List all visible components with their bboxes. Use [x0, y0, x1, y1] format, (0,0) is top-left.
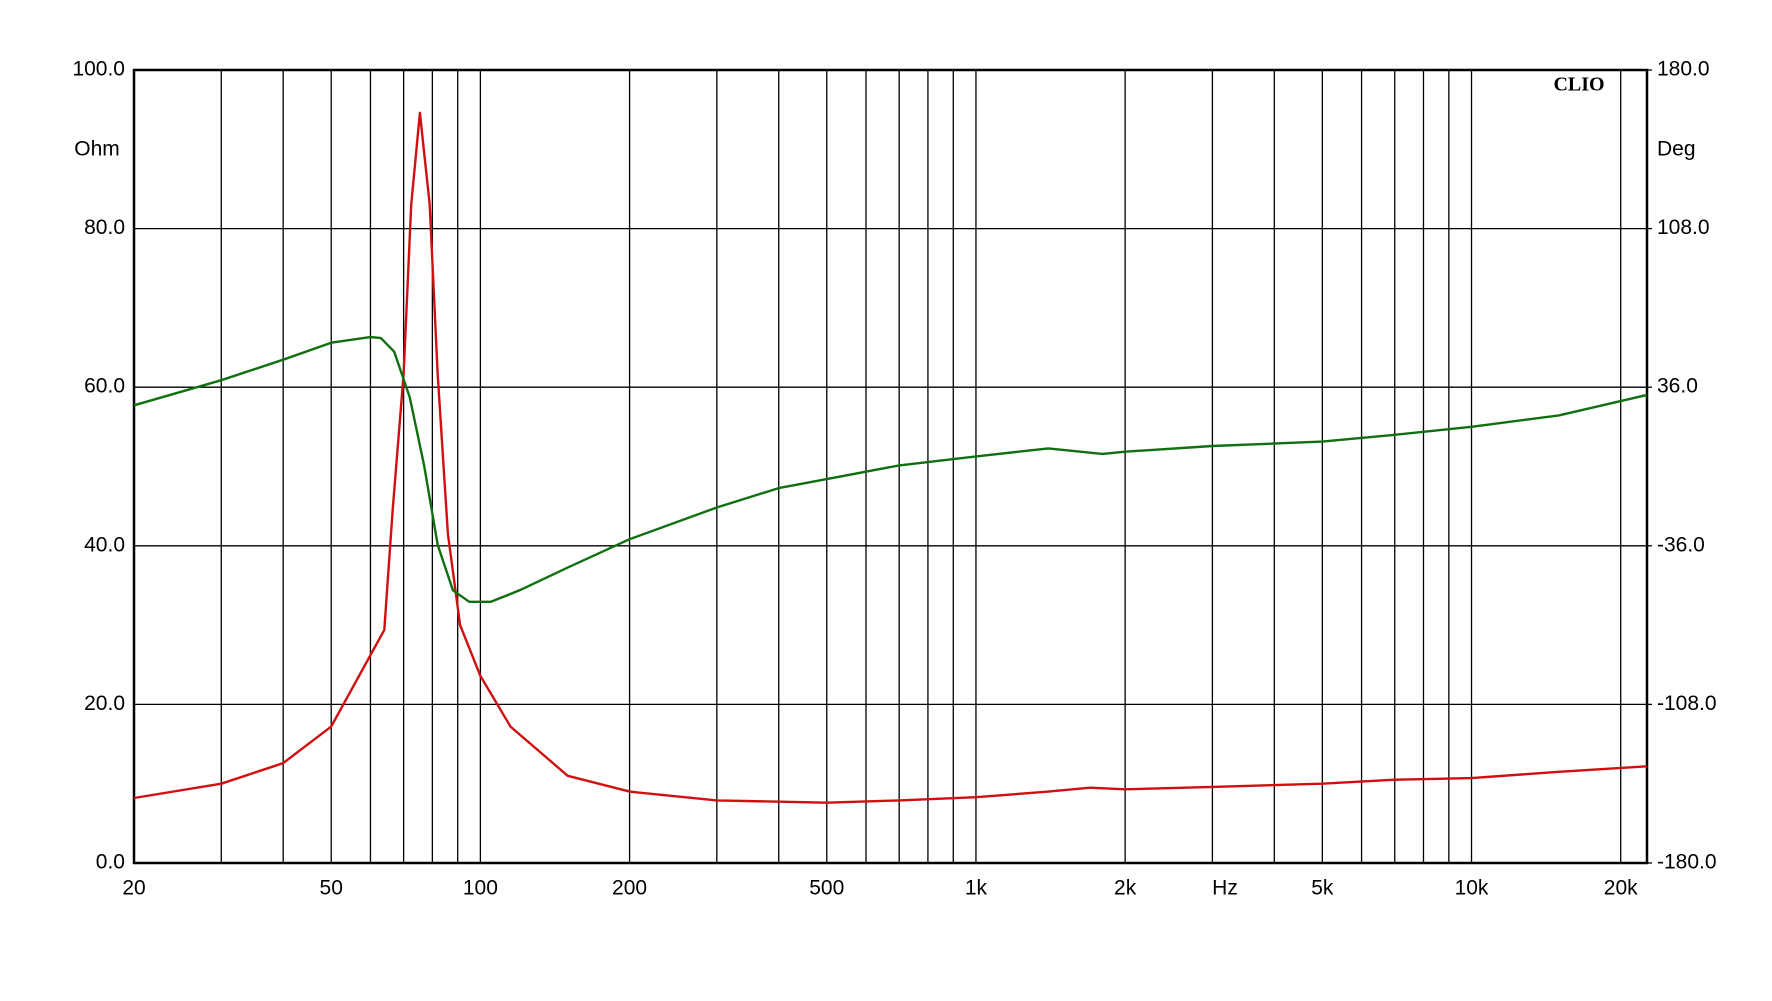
brand-label: CLIO — [1553, 74, 1604, 96]
x-tick-label: 50 — [320, 877, 343, 900]
y2-tick-label: 36.0 — [1657, 375, 1698, 398]
y2-tick-label: -180.0 — [1657, 851, 1717, 874]
x-tick-label: 20k — [1604, 877, 1638, 900]
y2-axis-label: Deg — [1657, 138, 1696, 161]
y-tick-label: 0.0 — [96, 851, 125, 874]
series-line — [133, 335, 1648, 603]
x-tick-label: 1k — [965, 877, 988, 900]
y-tick-label: 60.0 — [84, 375, 125, 398]
plot-frame — [132, 68, 1649, 865]
y-tick-label: 20.0 — [84, 692, 125, 715]
x-tick-label: 10k — [1455, 877, 1489, 900]
x-tick-label: 20 — [122, 877, 145, 900]
x-tick-label: 5k — [1311, 877, 1334, 900]
y2-tick-label: -108.0 — [1657, 692, 1717, 715]
y-tick-label: 80.0 — [84, 216, 125, 239]
y-tick-label: 40.0 — [84, 533, 125, 556]
y2-tick-label: 108.0 — [1657, 216, 1710, 239]
x-tick-label: 100 — [463, 877, 498, 900]
y2-tick-label: -36.0 — [1657, 533, 1705, 556]
y-axis-label: Ohm — [74, 138, 120, 161]
x-axis-label: Hz — [1212, 877, 1238, 900]
y2-tick-label: 180.0 — [1657, 58, 1710, 81]
x-tick-label: 2k — [1114, 877, 1137, 900]
y-tick-label: 100.0 — [72, 58, 125, 81]
series-line — [133, 111, 1648, 804]
x-tick-label: 500 — [809, 877, 844, 900]
x-tick-label: 200 — [612, 877, 647, 900]
